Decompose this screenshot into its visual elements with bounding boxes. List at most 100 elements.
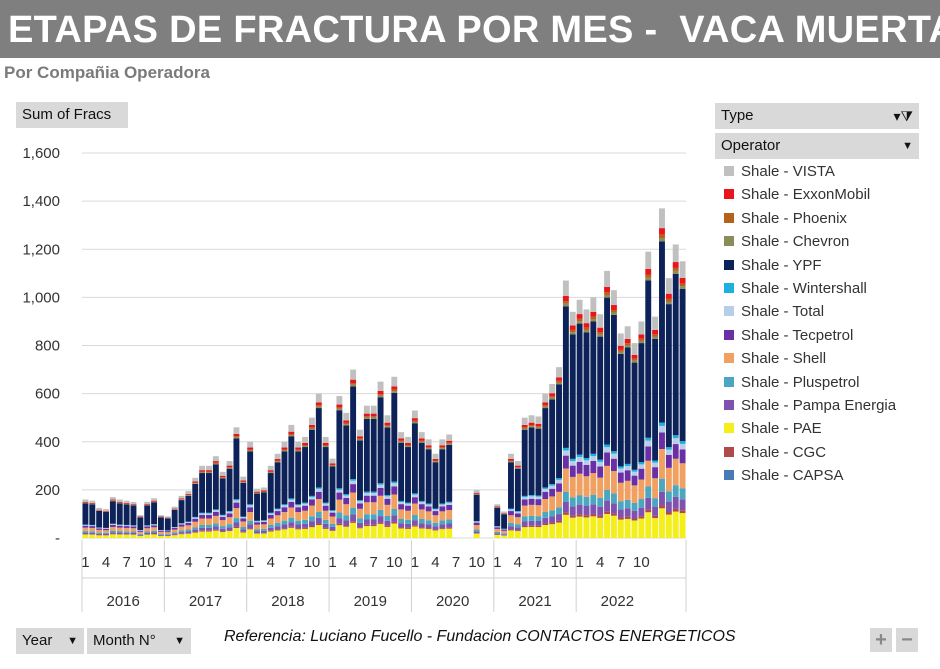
- bar-segment: [363, 524, 370, 527]
- filter-funnel-icon[interactable]: ▾⧩: [893, 108, 913, 124]
- legend-item: Shale - Pluspetrol: [724, 373, 859, 393]
- bar-segment: [583, 323, 590, 328]
- bar-segment: [576, 504, 583, 515]
- bar-segment: [151, 532, 158, 535]
- legend-label: Shale - Tecpetrol: [741, 326, 854, 344]
- bar-segment: [542, 491, 549, 500]
- legend-item: Shale - Total: [724, 302, 824, 322]
- bar-segment: [638, 516, 645, 519]
- bar-segment: [178, 498, 185, 500]
- x-month-tick-label: 7: [370, 554, 378, 571]
- bar-segment: [130, 501, 137, 505]
- bar-segment: [624, 508, 631, 517]
- x-month-tick-label: 4: [349, 554, 357, 571]
- bar-segment: [260, 487, 267, 491]
- bar-segment: [535, 416, 542, 424]
- bar-segment: [672, 244, 679, 263]
- bar-segment: [508, 508, 514, 510]
- bar-segment: [398, 441, 405, 443]
- x-month-tick-label: 7: [205, 554, 213, 571]
- type-filter-button[interactable]: Type ▾⧩: [715, 103, 919, 129]
- bar-segment: [350, 379, 357, 384]
- bar-segment: [672, 267, 679, 271]
- bar-segment: [185, 493, 192, 495]
- year-field-button[interactable]: Year ▼: [16, 628, 84, 654]
- bar-segment: [274, 460, 281, 462]
- bar-segment: [89, 504, 96, 525]
- legend-item: Shale - YPF: [724, 256, 822, 276]
- bar-segment: [240, 516, 247, 518]
- bar-segment: [514, 465, 521, 468]
- bar-segment: [624, 343, 631, 346]
- bar-segment: [336, 499, 343, 513]
- bar-segment: [370, 514, 377, 520]
- bar-segment: [652, 467, 659, 479]
- expand-plus-button[interactable]: +: [870, 628, 892, 652]
- bar-segment: [96, 509, 103, 511]
- bar-segment: [439, 506, 446, 512]
- bar-segment: [631, 510, 638, 519]
- bar-segment: [212, 463, 219, 465]
- bar-segment: [391, 494, 398, 509]
- month-field-button[interactable]: Month N° ▼: [87, 628, 191, 654]
- bar-segment: [645, 251, 652, 269]
- bar-segment: [212, 509, 219, 511]
- bar-segment: [295, 504, 302, 506]
- bar-segment: [384, 415, 391, 423]
- bar-segment: [549, 396, 556, 398]
- bar-segment: [164, 534, 171, 535]
- x-month-tick-label: 1: [246, 554, 254, 571]
- bar-segment: [350, 369, 357, 380]
- bar-segment: [123, 534, 130, 538]
- bar-segment: [528, 427, 535, 496]
- bar-segment: [254, 493, 260, 521]
- collapse-minus-button[interactable]: −: [896, 628, 918, 652]
- bar-segment: [514, 527, 521, 531]
- bar-segment: [295, 505, 302, 508]
- bar-segment: [398, 527, 405, 529]
- bar-segment: [398, 440, 405, 442]
- bar-segment: [604, 297, 611, 445]
- bar-segment: [206, 514, 212, 519]
- bar-segment: [192, 529, 199, 532]
- bar-segment: [549, 397, 556, 400]
- bar-segment: [446, 443, 453, 445]
- bar-segment: [219, 520, 226, 527]
- bar-segment: [130, 505, 137, 526]
- bar-segment: [590, 456, 597, 461]
- value-field-button[interactable]: Sum of Fracs: [16, 102, 128, 128]
- bar-segment: [157, 535, 164, 538]
- bar-segment: [535, 423, 542, 427]
- bar-segment: [233, 528, 240, 538]
- bar-segment: [542, 512, 549, 518]
- bar-segment: [370, 418, 377, 492]
- bar-segment: [501, 514, 508, 529]
- legend-label: Shale - Pampa Energia: [741, 397, 897, 414]
- bar-segment: [219, 514, 226, 516]
- bar-segment: [185, 522, 192, 523]
- bar-segment: [521, 495, 528, 498]
- bar-segment: [109, 499, 116, 501]
- bar-segment: [425, 439, 432, 446]
- bar-segment: [672, 458, 679, 486]
- bar-segment: [405, 523, 411, 528]
- bar-segment: [219, 477, 226, 479]
- bar-segment: [439, 524, 446, 529]
- bar-segment: [137, 533, 144, 535]
- bar-segment: [144, 532, 151, 535]
- bar-segment: [652, 518, 659, 538]
- bar-segment: [363, 405, 370, 414]
- bar-segment: [82, 532, 89, 535]
- bar-segment: [597, 459, 604, 462]
- operator-filter-button[interactable]: Operator ▼: [715, 133, 919, 159]
- bar-segment: [254, 521, 260, 523]
- bar-segment: [549, 510, 556, 517]
- legend-label: Shale - Pluspetrol: [741, 373, 860, 391]
- bar-segment: [645, 497, 652, 510]
- bar-segment: [528, 525, 535, 527]
- bar-segment: [384, 496, 391, 499]
- bar-segment: [240, 521, 247, 527]
- bar-segment: [295, 512, 302, 521]
- bar-segment: [679, 449, 686, 464]
- bar-segment: [425, 449, 432, 504]
